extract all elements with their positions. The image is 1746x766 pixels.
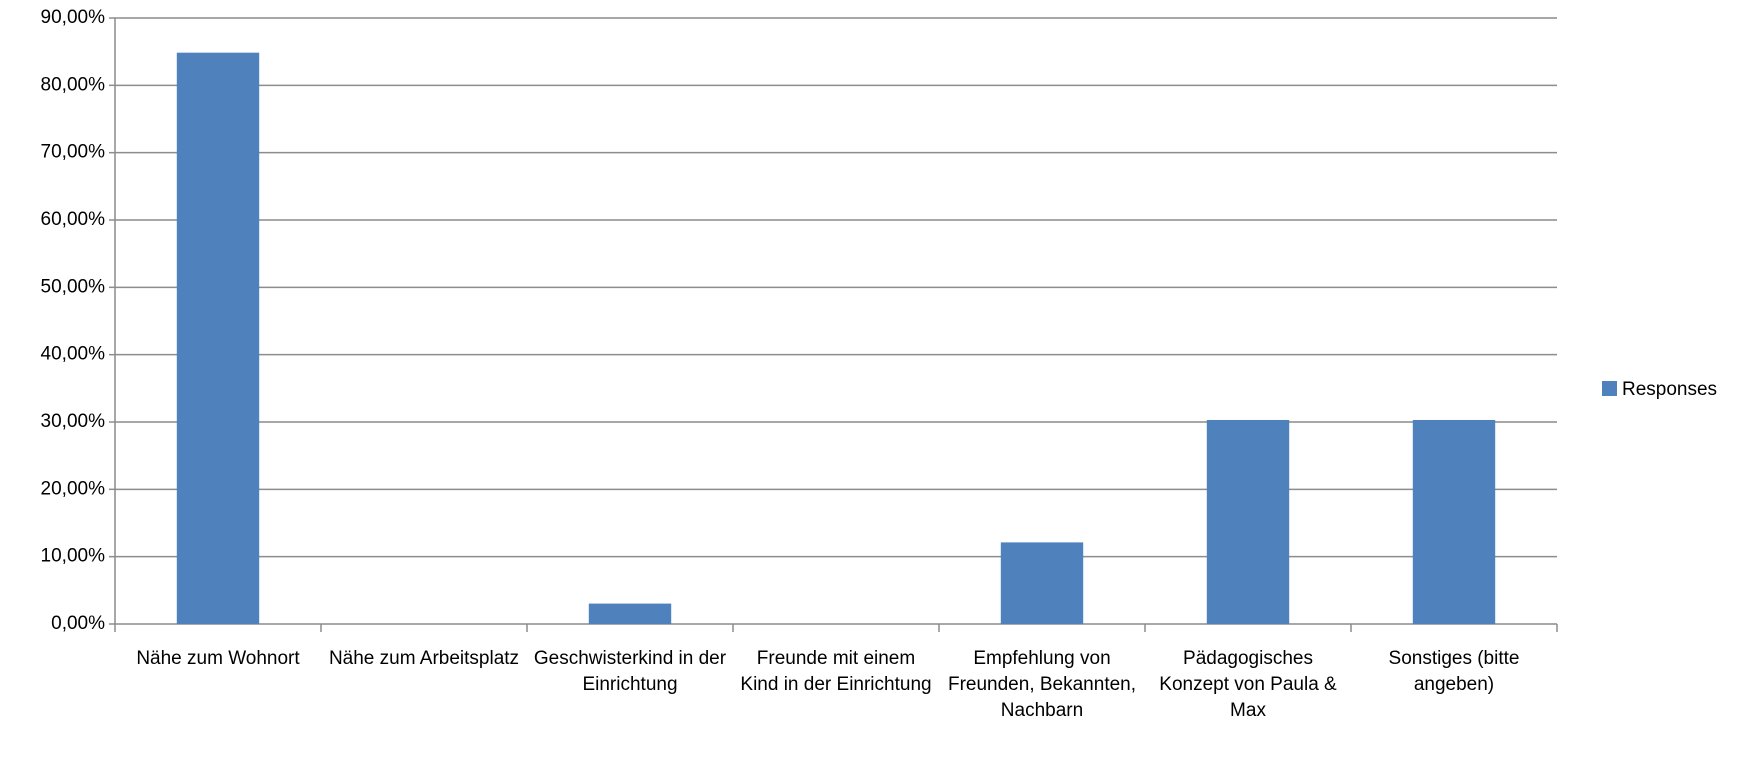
x-tick-label: Nähe zum Arbeitsplatz	[328, 648, 520, 669]
y-tick-label: 20,00%	[41, 478, 106, 499]
y-tick-label: 30,00%	[41, 411, 106, 432]
bar	[1000, 542, 1084, 624]
y-tick-label: 0,00%	[51, 613, 105, 634]
bar	[588, 603, 672, 624]
y-tick-label: 40,00%	[41, 344, 106, 365]
x-tick-label: Pädagogisches Konzept von Paula & Max	[1159, 648, 1337, 721]
legend-swatch	[1602, 381, 1617, 396]
y-tick-label: 70,00%	[41, 142, 106, 163]
bar	[1412, 419, 1496, 624]
x-tick-label: Sonstiges (bitte angeben)	[1388, 648, 1520, 695]
y-tick-label: 80,00%	[41, 74, 106, 95]
x-tick-label: Geschwisterkind in der Einrichtung	[533, 648, 727, 695]
bar	[1206, 419, 1290, 624]
x-tick-label: Freunde mit einem Kind in der Einrichtun…	[740, 648, 932, 695]
y-tick-label: 10,00%	[41, 546, 106, 567]
x-tick-label: Empfehlung von Freunden, Bekannten, Nach…	[947, 648, 1137, 721]
y-tick-label: 60,00%	[41, 209, 106, 230]
y-tick-label: 50,00%	[41, 276, 106, 297]
y-tick-label: 90,00%	[41, 7, 106, 28]
legend-label: Responses	[1622, 379, 1717, 400]
bar	[176, 52, 260, 625]
x-tick-label: Nähe zum Wohnort	[136, 648, 300, 669]
